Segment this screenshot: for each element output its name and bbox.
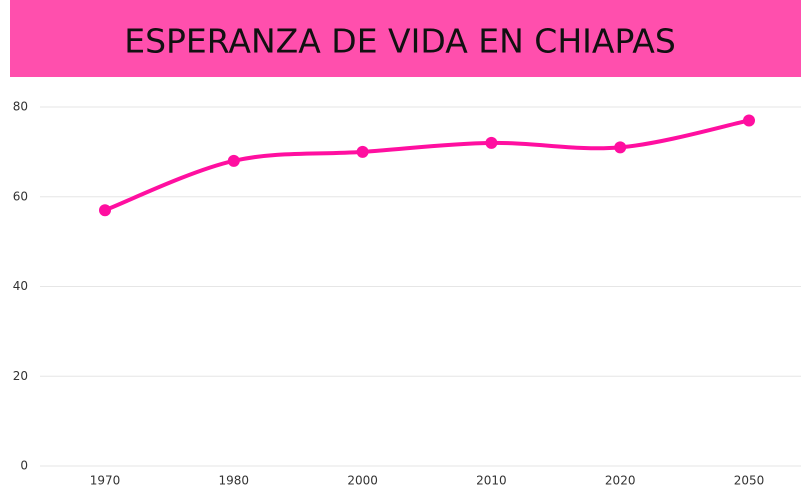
y-tick-label: 0 [20, 459, 28, 473]
point [227, 154, 240, 167]
point [99, 204, 111, 217]
point [356, 145, 369, 158]
x-tick-label: 2020 [605, 474, 636, 488]
x-tick-label: 2050 [734, 474, 765, 488]
x-tick-label: 1970 [90, 474, 121, 488]
point [614, 141, 627, 154]
y-tick-label: 20 [13, 369, 28, 383]
x-tick-label: 1980 [219, 474, 250, 488]
y-tick-label: 80 [13, 100, 28, 114]
y-tick-label: 40 [13, 279, 28, 293]
y-tick-label: 60 [13, 189, 28, 203]
title-banner [10, 0, 801, 77]
line [104, 118, 750, 213]
x-tick-label: 2010 [476, 474, 507, 488]
x-tick-label: 2000 [347, 474, 378, 488]
point [485, 136, 498, 149]
point [743, 114, 755, 127]
chart-title: ESPERANZA DE VIDA EN CHIAPAS [124, 22, 676, 61]
